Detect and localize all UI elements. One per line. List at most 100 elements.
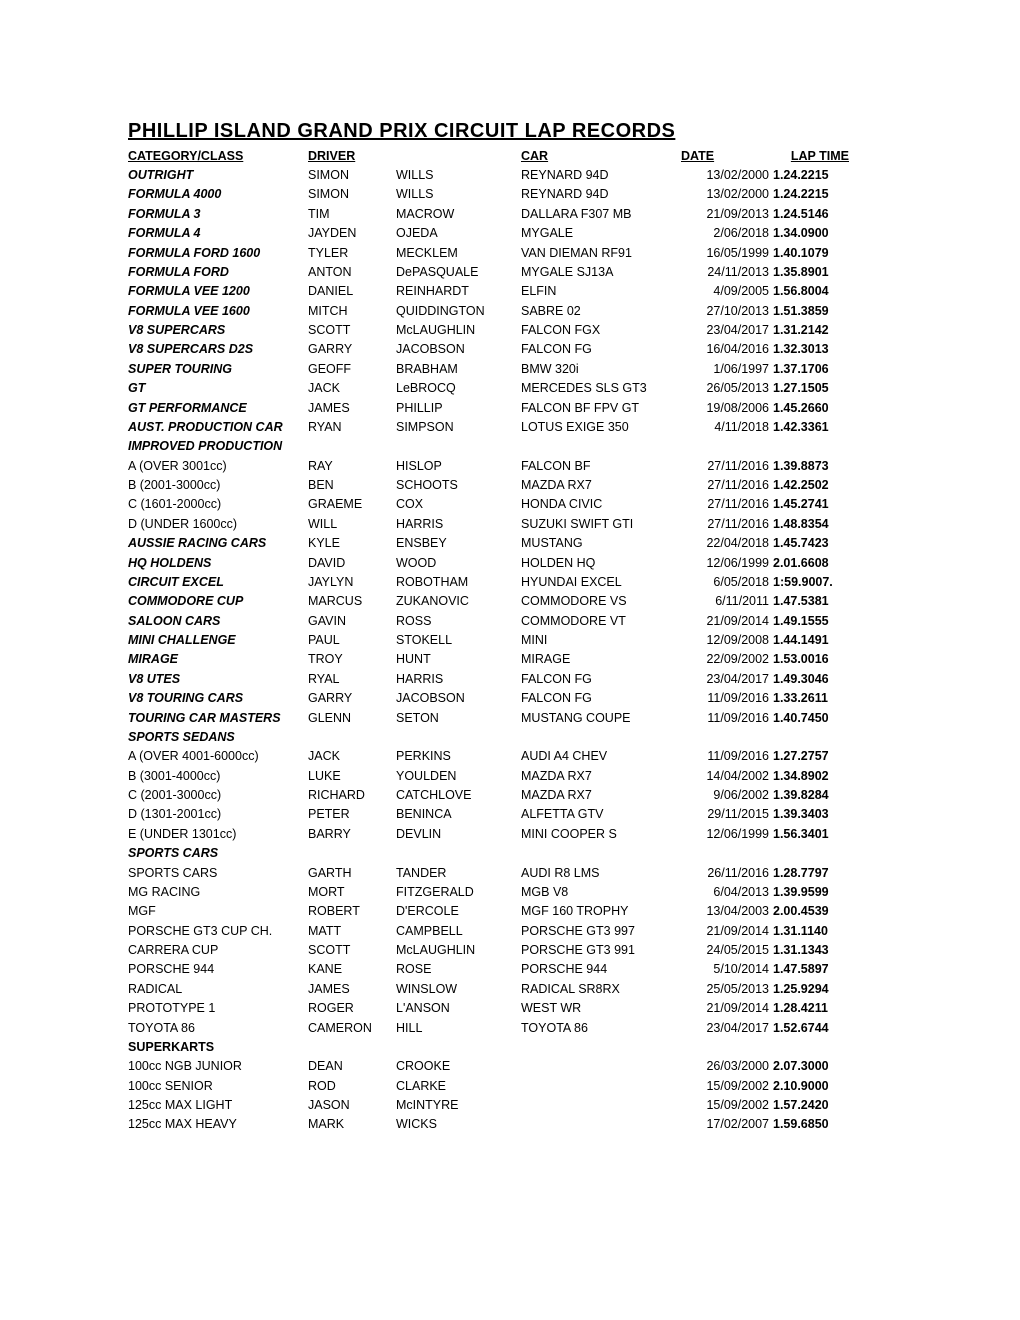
header-laptime: LAP TIME: [769, 149, 849, 163]
category-cell: A (OVER 4001-6000cc): [128, 747, 308, 766]
firstname-cell: JASON: [308, 1096, 396, 1115]
car-cell: ELFIN: [521, 282, 681, 301]
lastname-cell: WICKS: [396, 1115, 521, 1134]
header-category: CATEGORY/CLASS: [128, 149, 308, 163]
laptime-cell: 1.34.0900: [769, 224, 849, 243]
firstname-cell: ROD: [308, 1077, 396, 1096]
category-cell: C (2001-3000cc): [128, 786, 308, 805]
car-cell: AUDI R8 LMS: [521, 864, 681, 883]
firstname-cell: LUKE: [308, 767, 396, 786]
category-cell: FORMULA 4: [128, 224, 308, 243]
firstname-cell: RYAL: [308, 670, 396, 689]
car-cell: HOLDEN HQ: [521, 554, 681, 573]
car-cell: FALCON FG: [521, 670, 681, 689]
car-cell: AUDI A4 CHEV: [521, 747, 681, 766]
car-cell: TOYOTA 86: [521, 1019, 681, 1038]
category-cell: CIRCUIT EXCEL: [128, 573, 308, 592]
category-cell: D (UNDER 1600cc): [128, 515, 308, 534]
laptime-cell: 1.25.9294: [769, 980, 849, 999]
header-blank: [396, 149, 521, 163]
laptime-cell: 1.49.1555: [769, 612, 849, 631]
laptime-cell: 1.40.1079: [769, 244, 849, 263]
date-cell: 12/06/1999: [681, 554, 769, 573]
table-row: MG RACINGMORTFITZGERALDMGB V86/04/20131.…: [128, 883, 892, 902]
section-header: SUPERKARTS: [128, 1038, 308, 1057]
car-cell: MGB V8: [521, 883, 681, 902]
header-car: CAR: [521, 149, 681, 163]
category-cell: 100cc SENIOR: [128, 1077, 308, 1096]
category-cell: RADICAL: [128, 980, 308, 999]
date-cell: 21/09/2013: [681, 205, 769, 224]
date-cell: 15/09/2002: [681, 1077, 769, 1096]
laptime-cell: 1.39.8873: [769, 457, 849, 476]
date-cell: 26/11/2016: [681, 864, 769, 883]
table-row: D (1301-2001cc)PETERBENINCAALFETTA GTV29…: [128, 805, 892, 824]
car-cell: HONDA CIVIC: [521, 495, 681, 514]
date-cell: 11/09/2016: [681, 689, 769, 708]
records-table: OUTRIGHTSIMONWILLSREYNARD 94D13/02/20001…: [128, 166, 892, 1135]
lastname-cell: TANDER: [396, 864, 521, 883]
laptime-cell: 1.24.2215: [769, 185, 849, 204]
date-cell: 24/05/2015: [681, 941, 769, 960]
table-row: 125cc MAX HEAVYMARKWICKS17/02/20071.59.6…: [128, 1115, 892, 1134]
lastname-cell: ZUKANOVIC: [396, 592, 521, 611]
lastname-cell: D'ERCOLE: [396, 902, 521, 921]
laptime-cell: 1.27.1505: [769, 379, 849, 398]
table-row: COMMODORE CUPMARCUSZUKANOVICCOMMODORE VS…: [128, 592, 892, 611]
category-cell: OUTRIGHT: [128, 166, 308, 185]
firstname-cell: MATT: [308, 922, 396, 941]
firstname-cell: JAYDEN: [308, 224, 396, 243]
lastname-cell: ROBOTHAM: [396, 573, 521, 592]
date-cell: 12/09/2008: [681, 631, 769, 650]
firstname-cell: RAY: [308, 457, 396, 476]
car-cell: MAZDA RX7: [521, 476, 681, 495]
firstname-cell: SCOTT: [308, 321, 396, 340]
table-row: FORMULA 4JAYDENOJEDAMYGALE2/06/20181.34.…: [128, 224, 892, 243]
car-cell: SABRE 02: [521, 302, 681, 321]
lastname-cell: ROSE: [396, 960, 521, 979]
table-row: MGFROBERTD'ERCOLEMGF 160 TROPHY13/04/200…: [128, 902, 892, 921]
category-cell: FORMULA 4000: [128, 185, 308, 204]
category-cell: SALOON CARS: [128, 612, 308, 631]
laptime-cell: 1.45.7423: [769, 534, 849, 553]
category-cell: MINI CHALLENGE: [128, 631, 308, 650]
category-cell: AUST. PRODUCTION CAR: [128, 418, 308, 437]
lastname-cell: SCHOOTS: [396, 476, 521, 495]
date-cell: 25/05/2013: [681, 980, 769, 999]
table-row: D (UNDER 1600cc)WILLHARRISSUZUKI SWIFT G…: [128, 515, 892, 534]
date-cell: 16/04/2016: [681, 340, 769, 359]
car-cell: MIRAGE: [521, 650, 681, 669]
car-cell: DALLARA F307 MB: [521, 205, 681, 224]
firstname-cell: TYLER: [308, 244, 396, 263]
category-cell: GT: [128, 379, 308, 398]
date-cell: 23/04/2017: [681, 321, 769, 340]
laptime-cell: 1.57.2420: [769, 1096, 849, 1115]
lastname-cell: DEVLIN: [396, 825, 521, 844]
lastname-cell: CAMPBELL: [396, 922, 521, 941]
date-cell: 27/11/2016: [681, 457, 769, 476]
car-cell: FALCON FG: [521, 340, 681, 359]
category-cell: GT PERFORMANCE: [128, 399, 308, 418]
firstname-cell: SCOTT: [308, 941, 396, 960]
date-cell: 1/06/1997: [681, 360, 769, 379]
table-row: V8 TOURING CARSGARRYJACOBSONFALCON FG11/…: [128, 689, 892, 708]
lastname-cell: REINHARDT: [396, 282, 521, 301]
category-cell: 125cc MAX HEAVY: [128, 1115, 308, 1134]
table-row: 125cc MAX LIGHTJASONMcINTYRE15/09/20021.…: [128, 1096, 892, 1115]
date-cell: 21/09/2014: [681, 612, 769, 631]
laptime-cell: 1.24.2215: [769, 166, 849, 185]
car-cell: MUSTANG COUPE: [521, 709, 681, 728]
lastname-cell: L'ANSON: [396, 999, 521, 1018]
lastname-cell: OJEDA: [396, 224, 521, 243]
firstname-cell: DANIEL: [308, 282, 396, 301]
lastname-cell: WILLS: [396, 185, 521, 204]
date-cell: 27/11/2016: [681, 495, 769, 514]
lastname-cell: STOKELL: [396, 631, 521, 650]
laptime-cell: 1.28.4211: [769, 999, 849, 1018]
date-cell: 21/09/2014: [681, 922, 769, 941]
category-cell: TOURING CAR MASTERS: [128, 709, 308, 728]
date-cell: 17/02/2007: [681, 1115, 769, 1134]
laptime-cell: 1.31.1140: [769, 922, 849, 941]
car-cell: HYUNDAI EXCEL: [521, 573, 681, 592]
table-row: IMPROVED PRODUCTION: [128, 437, 892, 456]
